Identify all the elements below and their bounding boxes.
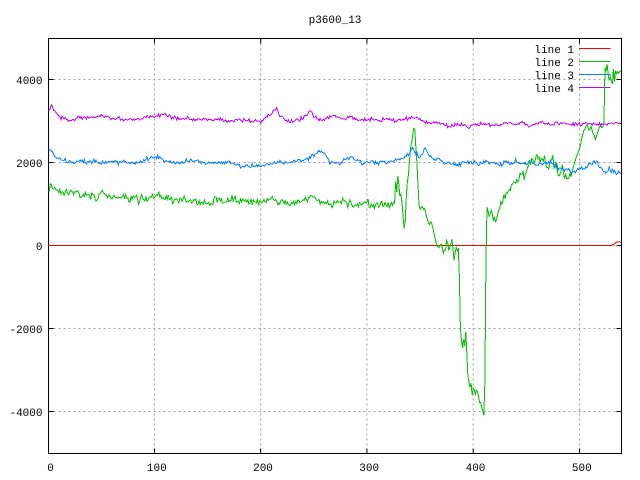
svg-text:4000: 4000 [16,76,42,88]
svg-text:line 3: line 3 [534,71,574,83]
svg-text:0: 0 [36,242,43,254]
svg-text:-4000: -4000 [9,408,42,420]
svg-text:100: 100 [147,463,167,475]
svg-text:200: 200 [253,463,273,475]
svg-text:500: 500 [572,463,592,475]
svg-text:0: 0 [47,463,54,475]
svg-text:300: 300 [359,463,379,475]
svg-text:-2000: -2000 [9,325,42,337]
svg-text:line 1: line 1 [534,45,574,57]
svg-text:p3600_13: p3600_13 [309,15,362,27]
svg-text:line 4: line 4 [534,84,574,96]
svg-text:400: 400 [466,463,486,475]
svg-text:2000: 2000 [16,159,42,171]
svg-text:line 2: line 2 [534,58,574,70]
